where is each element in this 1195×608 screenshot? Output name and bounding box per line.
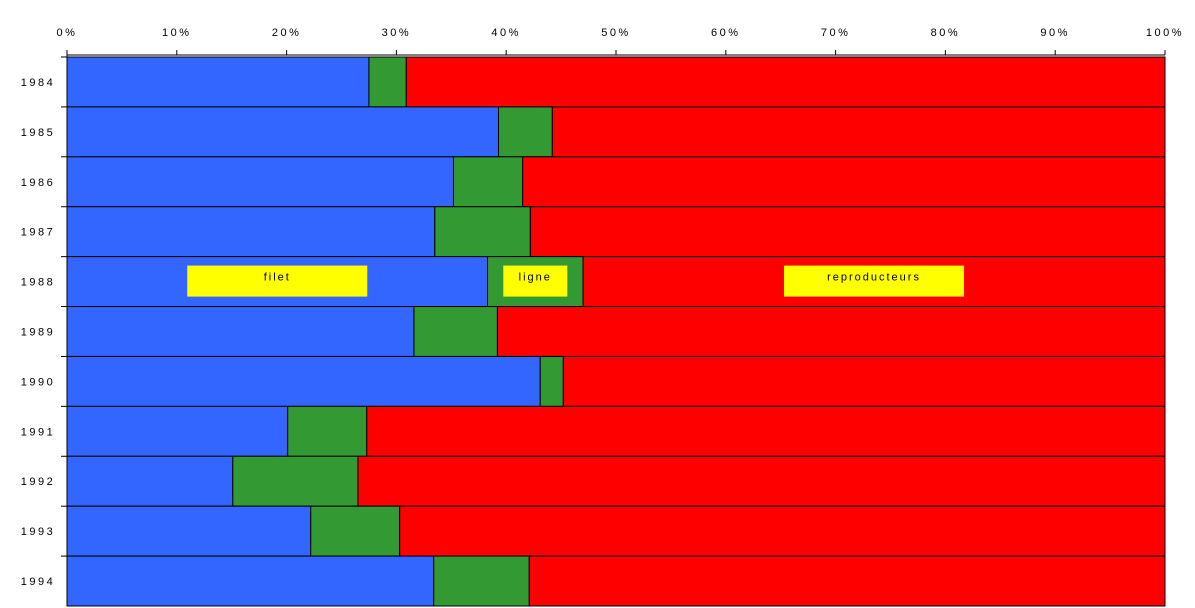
bar-ligne-1987 bbox=[434, 206, 531, 258]
y-category-label: 1987 bbox=[21, 227, 55, 239]
bar-reproducteurs-1986 bbox=[522, 156, 1166, 208]
bar-filet-1994 bbox=[66, 555, 435, 607]
bar-filet-1987 bbox=[66, 206, 436, 258]
bar-ligne-1989 bbox=[413, 306, 498, 357]
bar-ligne-1991 bbox=[287, 405, 368, 457]
x-tick-labels: 0% 10% 20% 30% 40% 50% 60% 70% 80% 90% 100% bbox=[57, 27, 1184, 39]
y-category-label: 1984 bbox=[21, 77, 55, 89]
bar-filet-1984 bbox=[66, 56, 370, 108]
bar-filet-1985 bbox=[66, 106, 500, 158]
x-tick-label: 0% bbox=[57, 27, 78, 39]
x-tick-label: 30% bbox=[382, 27, 412, 39]
bar-ligne-1986 bbox=[452, 156, 524, 208]
y-category-label: 1992 bbox=[21, 476, 55, 488]
bar-ligne-1992 bbox=[232, 455, 359, 507]
bar-filet-1993 bbox=[66, 505, 312, 557]
y-category-label: 1993 bbox=[21, 526, 55, 538]
bar-reproducteurs-1990 bbox=[562, 355, 1166, 407]
bar-filet-1991 bbox=[66, 405, 289, 457]
y-category-label: 1986 bbox=[21, 177, 55, 189]
bar-reproducteurs-1994 bbox=[528, 555, 1166, 607]
bars-layer bbox=[66, 56, 1166, 607]
bar-reproducteurs-1984 bbox=[405, 56, 1166, 108]
x-tick-label: 50% bbox=[601, 27, 631, 39]
series-label-reproducteurs: reproducteurs bbox=[827, 272, 921, 284]
bar-reproducteurs-1993 bbox=[399, 505, 1166, 557]
y-category-label: 1988 bbox=[21, 277, 55, 289]
bar-ligne-1984 bbox=[368, 56, 407, 108]
y-category-label: 1985 bbox=[21, 127, 55, 139]
bar-reproducteurs-1992 bbox=[357, 455, 1166, 507]
bar-filet-1990 bbox=[66, 355, 541, 407]
series-label-filet: filet bbox=[264, 272, 291, 284]
x-tick-label: 40% bbox=[491, 27, 521, 39]
series-label-box-ligne bbox=[503, 265, 568, 297]
y-category-label: 1994 bbox=[21, 576, 55, 588]
x-tick-label: 70% bbox=[821, 27, 851, 39]
series-labels: filet ligne reproducteurs bbox=[187, 265, 965, 297]
bar-reproducteurs-1987 bbox=[529, 206, 1166, 258]
x-tick-label: 80% bbox=[931, 27, 961, 39]
series-label-box-reproducteurs bbox=[784, 265, 965, 297]
x-tick-label: 20% bbox=[272, 27, 302, 39]
y-category-labels: 1984 1985 1986 1987 1988 1989 1990 1991 1992 1993… bbox=[21, 77, 55, 588]
x-tick-label: 100% bbox=[1146, 27, 1184, 39]
x-tick-label: 60% bbox=[711, 27, 741, 39]
bar-filet-1992 bbox=[66, 455, 234, 507]
bar-ligne-1990 bbox=[539, 355, 564, 407]
bar-reproducteurs-1985 bbox=[551, 106, 1166, 158]
bar-ligne-1993 bbox=[310, 505, 401, 557]
bar-ligne-1994 bbox=[433, 555, 530, 607]
bar-filet-1989 bbox=[66, 306, 415, 357]
y-category-label: 1989 bbox=[21, 327, 55, 339]
y-category-label: 1990 bbox=[21, 376, 55, 388]
y-category-label: 1991 bbox=[21, 426, 55, 438]
bar-ligne-1985 bbox=[498, 106, 553, 158]
series-label-box-filet bbox=[187, 265, 368, 297]
x-tick-label: 10% bbox=[162, 27, 192, 39]
series-label-ligne: ligne bbox=[519, 272, 552, 284]
bar-reproducteurs-1989 bbox=[496, 306, 1166, 357]
bar-reproducteurs-1991 bbox=[366, 405, 1166, 457]
axes-layer bbox=[61, 50, 1166, 606]
x-tick-label: 90% bbox=[1040, 27, 1070, 39]
bar-filet-1986 bbox=[66, 156, 454, 208]
